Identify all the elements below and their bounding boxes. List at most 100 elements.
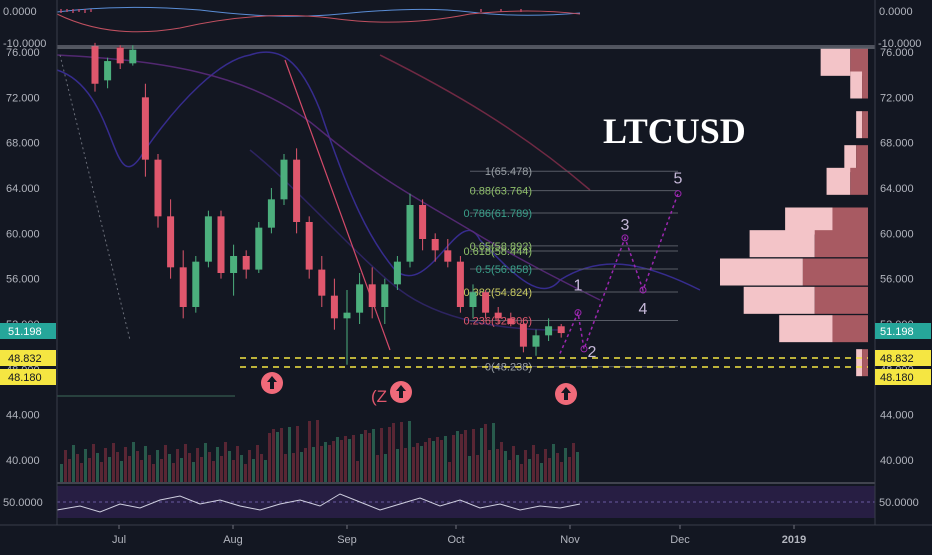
price-tick-right-8: 44.000	[880, 410, 914, 422]
volume-bar-23	[152, 464, 155, 482]
volume-bar-101	[464, 430, 467, 482]
volume-profile-bar-up-7	[802, 258, 868, 286]
osc-top-tick-left-1: -10.0000	[3, 38, 46, 50]
price-tick-right-3: 64.000	[880, 183, 914, 195]
volume-bar-56	[284, 454, 287, 482]
volume-bar-89	[416, 443, 419, 482]
volume-bar-95	[440, 440, 443, 482]
price-tick-left-3: 64.000	[6, 183, 40, 195]
volume-bar-84	[396, 449, 399, 482]
up-arrow-badge-2	[390, 381, 412, 403]
candle-body-8	[192, 261, 200, 307]
candle-body-20	[343, 312, 351, 319]
wave-label-0: 1	[574, 278, 583, 295]
volume-bar-11	[104, 448, 107, 482]
candle-body-32	[494, 312, 502, 319]
rsi-tick-right: 50.0000	[879, 497, 919, 509]
volume-bar-82	[388, 427, 391, 482]
volume-bar-127	[568, 457, 571, 482]
wave-point-4	[674, 190, 682, 198]
volume-bar-91	[424, 442, 427, 482]
volume-bar-24	[156, 450, 159, 482]
volume-bar-70	[340, 440, 343, 482]
volume-bar-121	[544, 449, 547, 482]
volume-bar-65	[320, 446, 323, 482]
price-tick-left-5: 56.000	[6, 274, 40, 286]
volume-profile-bar-1	[850, 71, 863, 99]
volume-bar-86	[404, 448, 407, 482]
candle-body-28	[444, 250, 452, 262]
candle-body-0	[91, 46, 99, 84]
volume-bar-60	[300, 452, 303, 482]
volume-bar-22	[148, 455, 151, 482]
time-tick-label-0: Jul	[112, 534, 126, 546]
volume-bar-85	[400, 422, 403, 482]
osc-top-tick-right-1: -10.0000	[878, 38, 921, 50]
candle-body-14	[267, 199, 275, 228]
candle-body-4	[141, 97, 149, 160]
price-tick-left-1: 72.000	[6, 92, 40, 104]
wave-label-4: 5	[674, 171, 683, 188]
volume-bar-15	[120, 461, 123, 482]
price-axis	[874, 0, 932, 525]
volume-bar-20	[140, 460, 143, 482]
volume-bar-74	[356, 461, 359, 482]
candle-body-19	[330, 295, 338, 319]
volume-bar-30	[180, 458, 183, 482]
level-label-lower-left: 48.180	[0, 369, 56, 385]
volume-bar-119	[536, 454, 539, 482]
volume-bar-125	[560, 462, 563, 482]
volume-profile-bar-3	[844, 145, 857, 173]
time-tick-label-3: Oct	[447, 534, 464, 546]
volume-profile-bar-10	[856, 349, 863, 377]
price-tick-right-1: 72.000	[880, 92, 914, 104]
volume-bar-44	[236, 446, 239, 482]
volume-bar-2	[68, 459, 71, 482]
wave-label-2: 3	[621, 217, 630, 234]
volume-profile-bar-up-5	[832, 207, 868, 235]
volume-bar-46	[244, 464, 247, 482]
volume-bar-111	[504, 451, 507, 482]
wave-point-1	[580, 345, 588, 353]
volume-bar-108	[492, 423, 495, 482]
volume-profile-bar-8	[743, 286, 815, 314]
volume-bar-19	[136, 451, 139, 482]
price-tick-left-2: 68.000	[6, 138, 40, 150]
volume-profile-bar-6	[749, 230, 815, 258]
volume-bar-87	[408, 421, 411, 482]
volume-bar-28	[172, 463, 175, 482]
candle-body-17	[305, 222, 313, 270]
volume-bar-52	[268, 433, 271, 482]
volume-bar-8	[92, 444, 95, 482]
volume-bar-120	[540, 463, 543, 482]
volume-bar-72	[348, 439, 351, 482]
candle-body-9	[204, 216, 212, 262]
volume-bar-68	[332, 441, 335, 482]
candle-body-16	[293, 159, 301, 222]
svg-text:48.180: 48.180	[880, 372, 914, 384]
time-tick-label-1: Aug	[223, 534, 243, 546]
volume-bar-73	[352, 435, 355, 482]
top-oscillator-pane	[0, 0, 932, 47]
volume-profile-bar-up-10	[862, 349, 868, 377]
annotation-z: (Z	[371, 387, 387, 406]
volume-bar-1	[64, 450, 67, 482]
price-tick-right-0: 76.000	[880, 47, 914, 59]
level-label-upper-right: 48.832	[875, 350, 931, 366]
volume-bar-115	[520, 464, 523, 482]
candle-body-33	[507, 318, 515, 324]
volume-bar-129	[576, 452, 579, 482]
volume-bar-93	[432, 441, 435, 482]
volume-bar-4	[76, 454, 79, 482]
candle-body-15	[280, 159, 288, 200]
candle-body-36	[545, 326, 553, 336]
rsi-pane	[0, 482, 932, 518]
main-price-pane: 1(65.478) 0.88(63.764) 0.786(61.789) 0.65(5…	[56, 42, 875, 406]
volume-bar-118	[532, 445, 535, 482]
volume-profile-bar-5	[785, 207, 833, 235]
volume-profile-bar-4	[826, 167, 851, 195]
price-tick-right-9: 40.000	[880, 455, 914, 467]
volume-bar-106	[484, 424, 487, 482]
volume-bar-109	[496, 449, 499, 482]
